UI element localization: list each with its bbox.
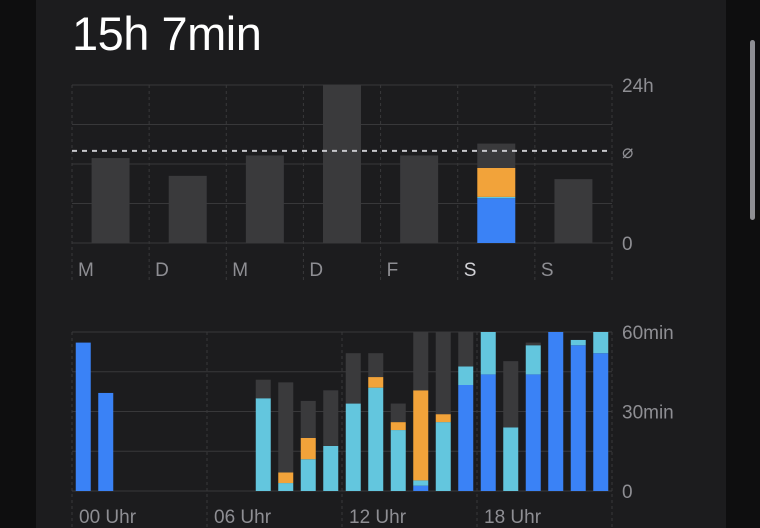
bar-segment-gray: [503, 361, 519, 428]
bar-segment-blue: [458, 385, 474, 491]
y-tick-label: 30min: [622, 403, 674, 424]
bar-segment-gray: [435, 332, 451, 415]
scrollbar[interactable]: [750, 40, 755, 220]
bar-segment-orange: [477, 167, 516, 197]
day-label[interactable]: D: [309, 260, 323, 281]
bar-segment-blue: [593, 353, 609, 491]
bar-segment-cyan: [368, 387, 384, 491]
day-label[interactable]: F: [387, 260, 399, 281]
bar-segment-gray: [245, 155, 284, 243]
bar-segment-cyan: [570, 339, 586, 346]
day-label[interactable]: M: [232, 260, 248, 281]
bar-segment-blue: [477, 198, 516, 243]
bar-segment-gray: [525, 342, 541, 346]
bar-segment-gray: [390, 403, 406, 423]
bar-segment-cyan: [345, 403, 361, 491]
bar-segment-blue: [75, 342, 91, 491]
bar-segment-orange: [435, 414, 451, 423]
bar-segment-orange: [413, 390, 429, 481]
y-tick-label: 0: [622, 234, 633, 255]
bar-segment-cyan: [435, 422, 451, 491]
day-label[interactable]: M: [78, 260, 94, 281]
bar-segment-gray: [413, 332, 429, 391]
bar-segment-gray: [400, 155, 439, 243]
bar-segment-cyan: [480, 332, 496, 375]
bar-segment-cyan: [413, 480, 429, 486]
bar-segment-cyan: [458, 366, 474, 385]
bar-segment-cyan: [300, 459, 316, 491]
day-label[interactable]: S: [464, 260, 477, 281]
bar-segment-gray: [477, 143, 516, 168]
bar-segment-gray: [554, 179, 593, 243]
bar-segment-cyan: [323, 445, 339, 491]
y-tick-label: 0: [622, 482, 633, 503]
bar-segment-gray: [458, 332, 474, 367]
bar-segment-gray: [323, 390, 339, 446]
hour-label: 18 Uhr: [484, 507, 542, 528]
bar-segment-gray: [345, 353, 361, 404]
bar-segment-gray: [278, 382, 294, 473]
bar-segment-blue: [548, 332, 564, 491]
bar-segment-gray: [255, 379, 271, 399]
bar-segment-orange: [300, 438, 316, 460]
hour-label: 06 Uhr: [214, 507, 272, 528]
bar-segment-blue: [98, 392, 114, 491]
bar-segment-cyan: [503, 427, 519, 491]
bar-segment-orange: [390, 422, 406, 431]
bar-segment-orange: [368, 377, 384, 388]
bar-segment-cyan: [477, 196, 516, 199]
bar-segment-cyan: [593, 332, 609, 354]
bar-segment-blue: [413, 485, 429, 491]
day-label[interactable]: D: [155, 260, 169, 281]
bar-segment-gray: [300, 400, 316, 438]
bar-segment-gray: [168, 175, 207, 243]
bar-segment-orange: [278, 472, 294, 484]
bar-segment-cyan: [255, 398, 271, 491]
bar-segment-cyan: [278, 483, 294, 491]
day-label[interactable]: S: [541, 260, 554, 281]
bar-segment-gray: [368, 353, 384, 378]
bar-segment-blue: [525, 374, 541, 491]
bar-segment-cyan: [525, 345, 541, 375]
y-tick-label: 24h: [622, 76, 654, 97]
bar-segment-blue: [480, 374, 496, 491]
bar-segment-cyan: [390, 430, 406, 491]
bar-segment-gray: [91, 158, 130, 243]
y-tick-label: ⌀: [622, 142, 633, 163]
total-screen-time: 15h 7min: [72, 7, 262, 60]
hour-label: 12 Uhr: [349, 507, 407, 528]
bar-segment-blue: [570, 345, 586, 491]
hour-label: 00 Uhr: [79, 507, 137, 528]
bar-segment-gray: [323, 85, 361, 243]
y-tick-label: 60min: [622, 323, 674, 344]
